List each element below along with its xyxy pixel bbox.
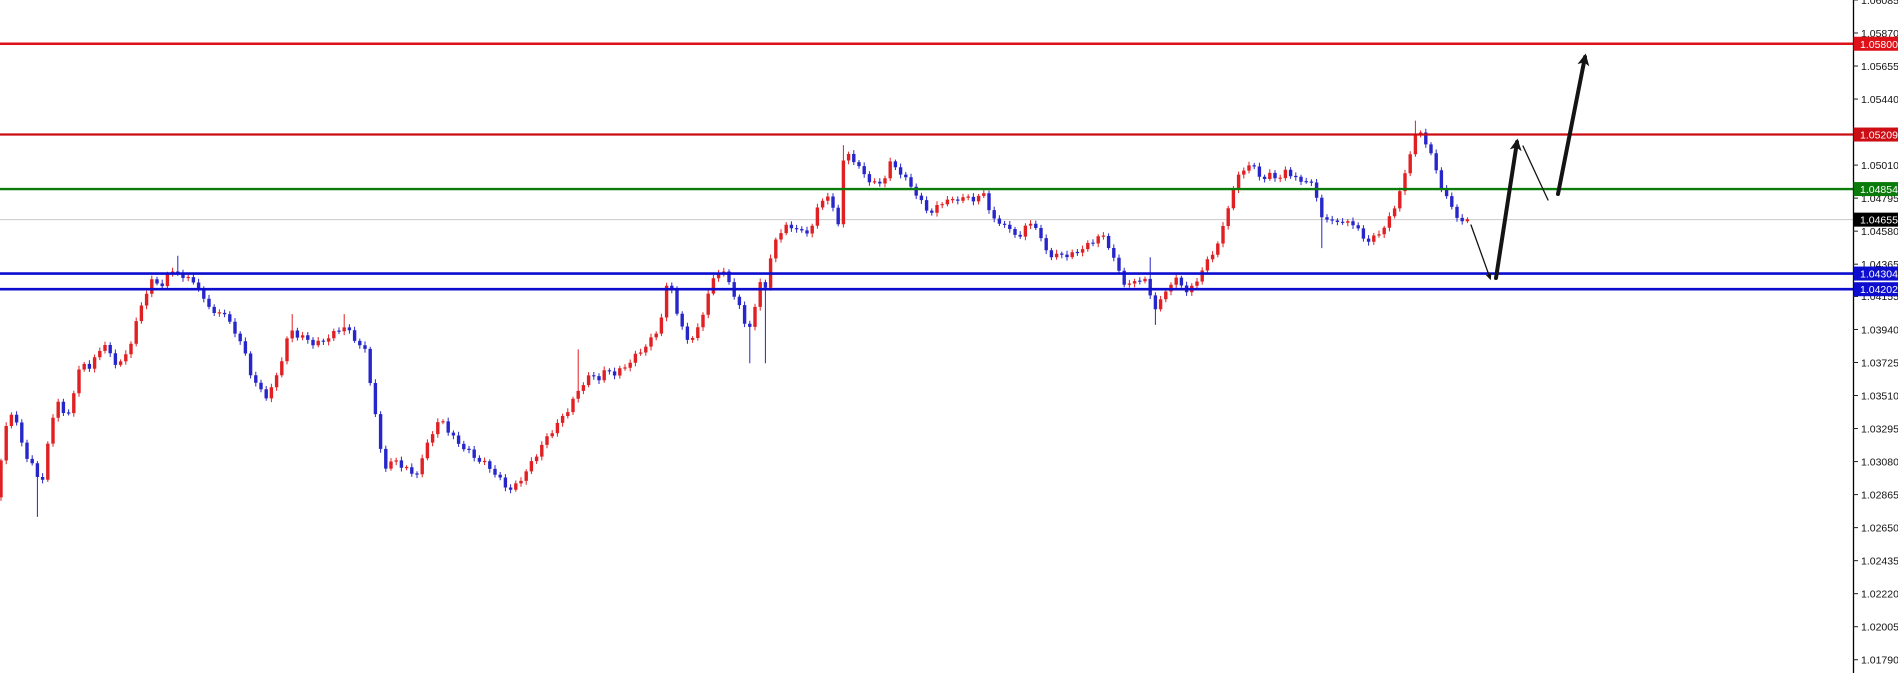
price-level-badge <box>1853 182 1898 197</box>
axis-tick-label: 1.03940 <box>1861 324 1898 336</box>
price-level-badge-label: 1.04854 <box>1860 184 1898 196</box>
annotation-arrows-layer <box>1470 53 1590 281</box>
axis-tick-label: 1.05440 <box>1861 94 1898 106</box>
price-level-badge-label: 1.04202 <box>1860 284 1898 296</box>
price-level-badge <box>1853 36 1898 51</box>
projection-arrow[interactable] <box>1494 138 1522 280</box>
axis-tick-label: 1.05010 <box>1861 160 1898 172</box>
axis-tick-label: 1.01790 <box>1861 655 1898 667</box>
price-level-badge <box>1853 266 1898 281</box>
price-level-badge-label: 1.05209 <box>1860 130 1898 142</box>
price-level-badge-label: 1.04304 <box>1860 269 1898 281</box>
bull-candle-bodies <box>0 132 1470 498</box>
projection-arrow[interactable] <box>1522 145 1549 201</box>
axis-tick-label: 1.06085 <box>1861 0 1898 7</box>
axis-tick-label: 1.02220 <box>1861 588 1898 600</box>
axis-tick-label: 1.03725 <box>1861 357 1898 369</box>
candles-layer <box>0 120 1470 517</box>
projection-arrow[interactable] <box>1556 53 1590 196</box>
axis-tick-label: 1.02865 <box>1861 489 1898 501</box>
price-level-badge <box>1853 127 1898 142</box>
price-level-badge-label: 1.04655 <box>1860 215 1898 227</box>
price-level-badge <box>1853 282 1898 297</box>
price-level-badge-label: 1.05800 <box>1860 39 1898 51</box>
axis-tick-label: 1.02005 <box>1861 622 1898 634</box>
axis-tick-label: 1.03295 <box>1861 423 1898 435</box>
levels-layer <box>0 42 1853 291</box>
axis-tick-label: 1.03080 <box>1861 456 1898 468</box>
axis-tick-label: 1.04580 <box>1861 226 1898 238</box>
axis-tick-label: 1.02650 <box>1861 522 1898 534</box>
bull-candle-wicks <box>0 120 1468 501</box>
projection-arrow[interactable] <box>1470 224 1492 281</box>
price-level-badge <box>1853 212 1898 227</box>
price-axis[interactable]: 1.060851.058701.056551.054401.050101.047… <box>1852 0 1898 673</box>
axis-tick-label: 1.05655 <box>1861 61 1898 73</box>
axis-tick-label: 1.03510 <box>1861 390 1898 402</box>
axis-tick-label: 1.02435 <box>1861 555 1898 567</box>
bear-candle-bodies <box>14 132 1464 490</box>
